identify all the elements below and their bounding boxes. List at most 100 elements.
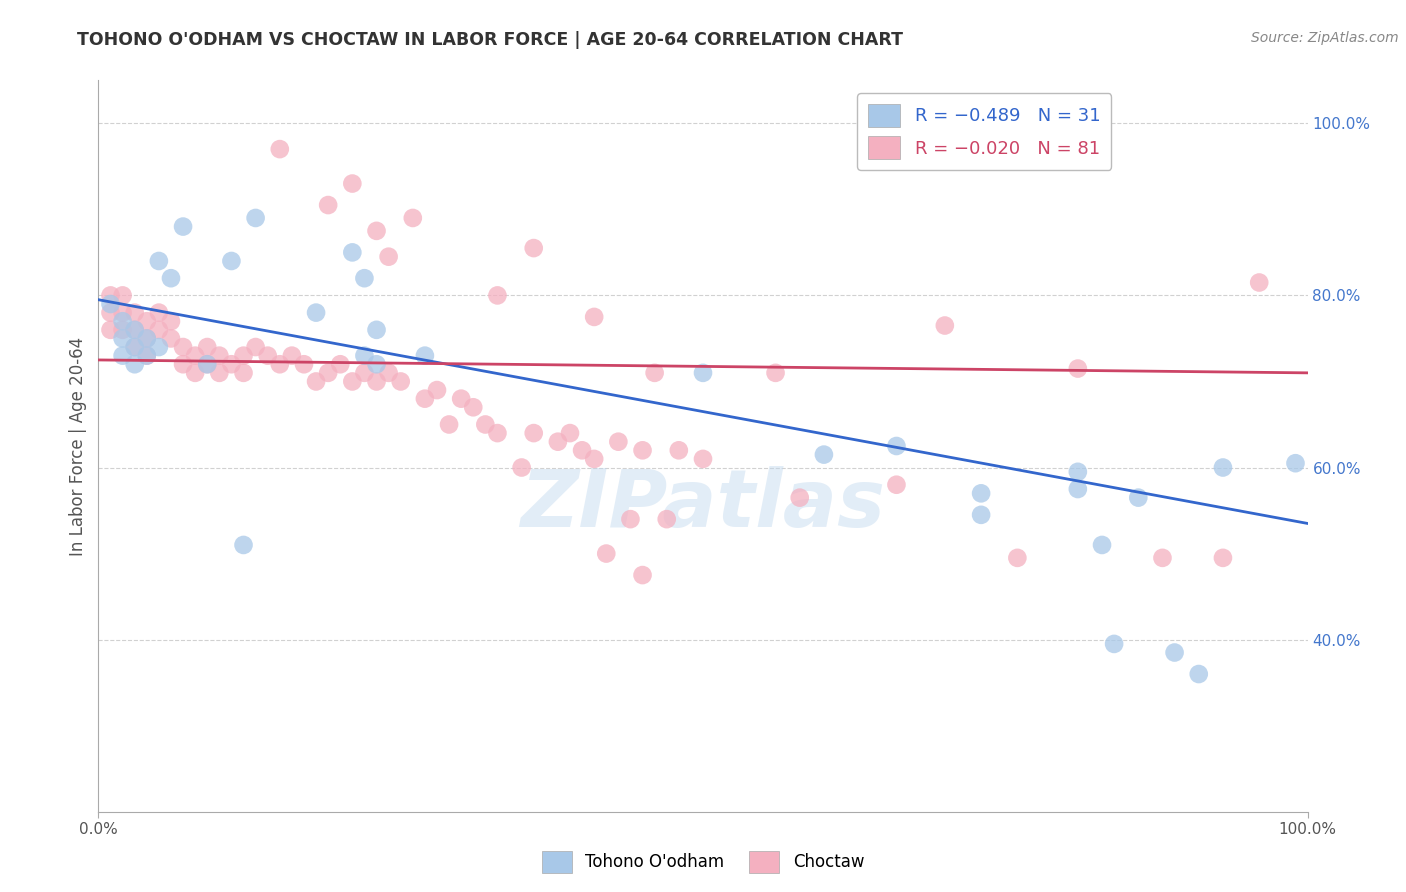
Point xyxy=(269,357,291,371)
Point xyxy=(1152,550,1174,565)
Point xyxy=(148,340,170,354)
Point xyxy=(523,426,546,441)
Point xyxy=(547,434,569,449)
Point xyxy=(172,219,194,234)
Point xyxy=(111,314,134,328)
Point xyxy=(232,366,254,380)
Point xyxy=(353,271,375,285)
Point xyxy=(160,331,183,345)
Point xyxy=(450,392,472,406)
Point xyxy=(474,417,496,432)
Point xyxy=(426,383,449,397)
Point xyxy=(208,349,231,363)
Point xyxy=(292,357,315,371)
Point xyxy=(583,310,606,324)
Point xyxy=(148,254,170,268)
Point xyxy=(1067,361,1090,376)
Point xyxy=(316,366,339,380)
Point xyxy=(583,451,606,466)
Point xyxy=(934,318,956,333)
Point xyxy=(100,297,122,311)
Point xyxy=(607,434,630,449)
Point xyxy=(619,512,641,526)
Point xyxy=(100,305,122,319)
Point xyxy=(886,439,908,453)
Point xyxy=(558,426,581,441)
Point xyxy=(100,288,122,302)
Point xyxy=(256,349,278,363)
Point xyxy=(232,538,254,552)
Point xyxy=(655,512,678,526)
Point xyxy=(148,305,170,319)
Point xyxy=(111,349,134,363)
Point xyxy=(1188,667,1211,681)
Point xyxy=(111,288,134,302)
Point xyxy=(1128,491,1150,505)
Point xyxy=(135,331,157,345)
Point xyxy=(245,211,267,225)
Point xyxy=(970,508,993,522)
Point xyxy=(148,323,170,337)
Legend: R = −0.489   N = 31, R = −0.020   N = 81: R = −0.489 N = 31, R = −0.020 N = 81 xyxy=(856,93,1111,170)
Point xyxy=(366,375,388,389)
Point xyxy=(232,349,254,363)
Point xyxy=(1067,465,1090,479)
Point xyxy=(402,211,425,225)
Text: ZIPatlas: ZIPatlas xyxy=(520,466,886,543)
Point xyxy=(184,366,207,380)
Point xyxy=(789,491,811,505)
Point xyxy=(124,340,146,354)
Point xyxy=(1212,460,1234,475)
Point xyxy=(1212,550,1234,565)
Point xyxy=(305,375,328,389)
Point xyxy=(1163,646,1185,660)
Text: Source: ZipAtlas.com: Source: ZipAtlas.com xyxy=(1251,31,1399,45)
Point xyxy=(195,357,218,371)
Point xyxy=(571,443,593,458)
Point xyxy=(886,477,908,491)
Point xyxy=(172,340,194,354)
Point xyxy=(413,349,436,363)
Point xyxy=(595,547,617,561)
Point xyxy=(195,357,218,371)
Point xyxy=(523,241,546,255)
Point xyxy=(124,323,146,337)
Point xyxy=(135,349,157,363)
Point xyxy=(281,349,304,363)
Point xyxy=(486,288,509,302)
Point xyxy=(765,366,787,380)
Point xyxy=(221,357,243,371)
Point xyxy=(135,314,157,328)
Point xyxy=(342,245,364,260)
Point xyxy=(366,357,388,371)
Point xyxy=(377,250,399,264)
Legend: Tohono O'odham, Choctaw: Tohono O'odham, Choctaw xyxy=(536,845,870,880)
Point xyxy=(100,323,122,337)
Point xyxy=(111,331,134,345)
Point xyxy=(970,486,993,500)
Point xyxy=(195,340,218,354)
Y-axis label: In Labor Force | Age 20-64: In Labor Force | Age 20-64 xyxy=(69,336,87,556)
Point xyxy=(221,254,243,268)
Point xyxy=(413,392,436,406)
Point xyxy=(353,366,375,380)
Point xyxy=(377,366,399,380)
Point xyxy=(813,448,835,462)
Point xyxy=(342,375,364,389)
Point xyxy=(135,331,157,345)
Point xyxy=(124,323,146,337)
Point xyxy=(692,366,714,380)
Point xyxy=(184,349,207,363)
Point xyxy=(1067,482,1090,496)
Point xyxy=(692,451,714,466)
Point xyxy=(366,224,388,238)
Point xyxy=(389,375,412,389)
Text: TOHONO O'ODHAM VS CHOCTAW IN LABOR FORCE | AGE 20-64 CORRELATION CHART: TOHONO O'ODHAM VS CHOCTAW IN LABOR FORCE… xyxy=(77,31,903,49)
Point xyxy=(1007,550,1029,565)
Point xyxy=(353,349,375,363)
Point xyxy=(510,460,533,475)
Point xyxy=(111,323,134,337)
Point xyxy=(208,366,231,380)
Point xyxy=(124,305,146,319)
Point xyxy=(342,177,364,191)
